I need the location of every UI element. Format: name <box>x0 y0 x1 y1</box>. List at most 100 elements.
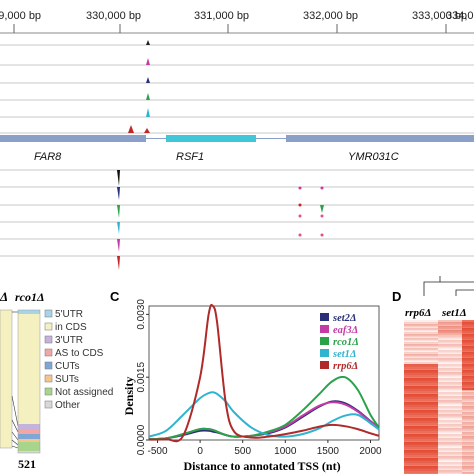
gene-label-rsf1: RSF1 <box>176 151 204 163</box>
heatmap-cell <box>404 338 438 341</box>
segment-in-cds <box>18 314 40 424</box>
legend-label-other: Other <box>55 400 81 411</box>
heatmap-cell <box>438 348 462 351</box>
ruler-ticks <box>13 24 447 33</box>
heatmap-cell <box>404 428 438 431</box>
genome-browser-panel: 329,000 bp 330,000 bp 331,000 bp 332,000… <box>0 10 474 270</box>
heatmap-cell <box>438 364 462 367</box>
heatmap-cell <box>404 386 438 389</box>
heatmap-cell <box>462 342 474 345</box>
heatmap-cell <box>438 456 462 459</box>
heatmap-cell <box>462 406 474 409</box>
heatmap-cell <box>462 452 474 455</box>
heatmap-cell <box>404 440 438 443</box>
x-tick-label: 0 <box>197 446 203 457</box>
heatmap-cell <box>462 328 474 331</box>
heatmap-cell <box>438 414 462 417</box>
heatmap-cell <box>404 462 438 465</box>
heatmap-cell <box>404 368 438 371</box>
heatmap-cell <box>438 454 462 457</box>
legend-swatch-3utr <box>44 335 53 344</box>
heatmap-cell <box>462 464 474 467</box>
rev-peak-5 <box>117 239 120 252</box>
legend-label-rrp6: rrp6Δ <box>333 361 358 372</box>
legend-swatch-suts <box>44 374 53 383</box>
heatmap-cell <box>404 322 438 325</box>
panel-b-stacked-column <box>17 309 41 454</box>
heatmap-cell <box>404 340 438 343</box>
heatmap-cell <box>404 456 438 459</box>
heatmap-cell <box>462 446 474 449</box>
heatmap-cell <box>438 346 462 349</box>
heatmap-cell <box>404 460 438 463</box>
x-tick-label: 1000 <box>274 446 297 457</box>
heatmap-cell <box>438 472 462 474</box>
heatmap-cell <box>438 432 462 435</box>
heatmap-cell <box>462 402 474 405</box>
heatmap-cell <box>404 376 438 379</box>
panel-c-x-ticks: -500 0 500 1000 1500 2000 <box>148 440 382 457</box>
panel-b: Δ rco1Δ 521 5'UTR <box>0 289 113 471</box>
heatmap-cell <box>438 370 462 373</box>
heatmap-cell <box>438 350 462 353</box>
heatmap-cell <box>404 366 438 369</box>
heatmap-cell <box>404 372 438 375</box>
heatmap-cell <box>438 336 462 339</box>
heatmap-cell <box>462 338 474 341</box>
legend-swatch-eaf3 <box>320 325 329 333</box>
heatmap-cell <box>438 352 462 355</box>
heatmap-cell <box>404 330 438 333</box>
x-tick-label: 1500 <box>317 446 340 457</box>
heatmap-cell <box>438 362 462 365</box>
heatmap-cell <box>404 354 438 357</box>
heatmap-cell <box>462 470 474 473</box>
heatmap-cell <box>462 322 474 325</box>
reverse-signal-peaks <box>117 170 324 270</box>
gene-label-ymr031c: YMR031C <box>348 151 399 163</box>
heatmap-cell <box>404 320 438 323</box>
heatmap-cell <box>462 392 474 395</box>
heatmap-cell <box>438 416 462 419</box>
heatmap-cell <box>404 412 438 415</box>
panel-c-xlabel: Distance to annotated TSS (nt) <box>183 459 340 473</box>
heatmap-cell <box>462 368 474 371</box>
legend-label-suts: SUTs <box>55 374 79 385</box>
heatmap-cell <box>462 370 474 373</box>
heatmap-cell <box>438 344 462 347</box>
heatmap-cell <box>462 432 474 435</box>
forward-track-lines <box>0 44 474 134</box>
heatmap-cell <box>462 460 474 463</box>
heatmap-cell <box>438 382 462 385</box>
heatmap-cell <box>404 442 438 445</box>
heatmap-cell <box>462 412 474 415</box>
heatmap-cell <box>438 466 462 469</box>
heatmap-cell <box>438 470 462 473</box>
heatmap-cell <box>438 398 462 401</box>
panel-c-series-lines <box>148 303 380 443</box>
heatmap-cell <box>462 360 474 363</box>
legend-swatch-cuts <box>44 361 53 370</box>
heatmap-cell <box>438 464 462 467</box>
heatmap-cell <box>438 396 462 399</box>
heatmap-cell <box>462 428 474 431</box>
heatmap-cell <box>462 366 474 369</box>
heatmap-cell <box>462 362 474 365</box>
heatmap-cell <box>438 332 462 335</box>
heatmap-cell <box>462 364 474 367</box>
panel-d-dendrogram <box>423 276 474 296</box>
segment-cuts <box>18 434 40 439</box>
heatmap-cell <box>438 328 462 331</box>
heatmap-cell <box>462 356 474 359</box>
heatmap-cell <box>438 420 462 423</box>
legend-label-set1: set1Δ <box>332 349 357 360</box>
heatmap-cell <box>404 326 438 329</box>
heatmap-cell <box>438 390 462 393</box>
heatmap-cell <box>462 426 474 429</box>
heatmap-cell <box>404 420 438 423</box>
heatmap-cell <box>438 388 462 391</box>
heatmap-cell <box>404 416 438 419</box>
legend-swatch-rrp6 <box>320 361 329 369</box>
heatmap-cell <box>462 472 474 474</box>
heatmap-cell <box>462 324 474 327</box>
legend-label-rco1: rco1Δ <box>333 337 359 348</box>
